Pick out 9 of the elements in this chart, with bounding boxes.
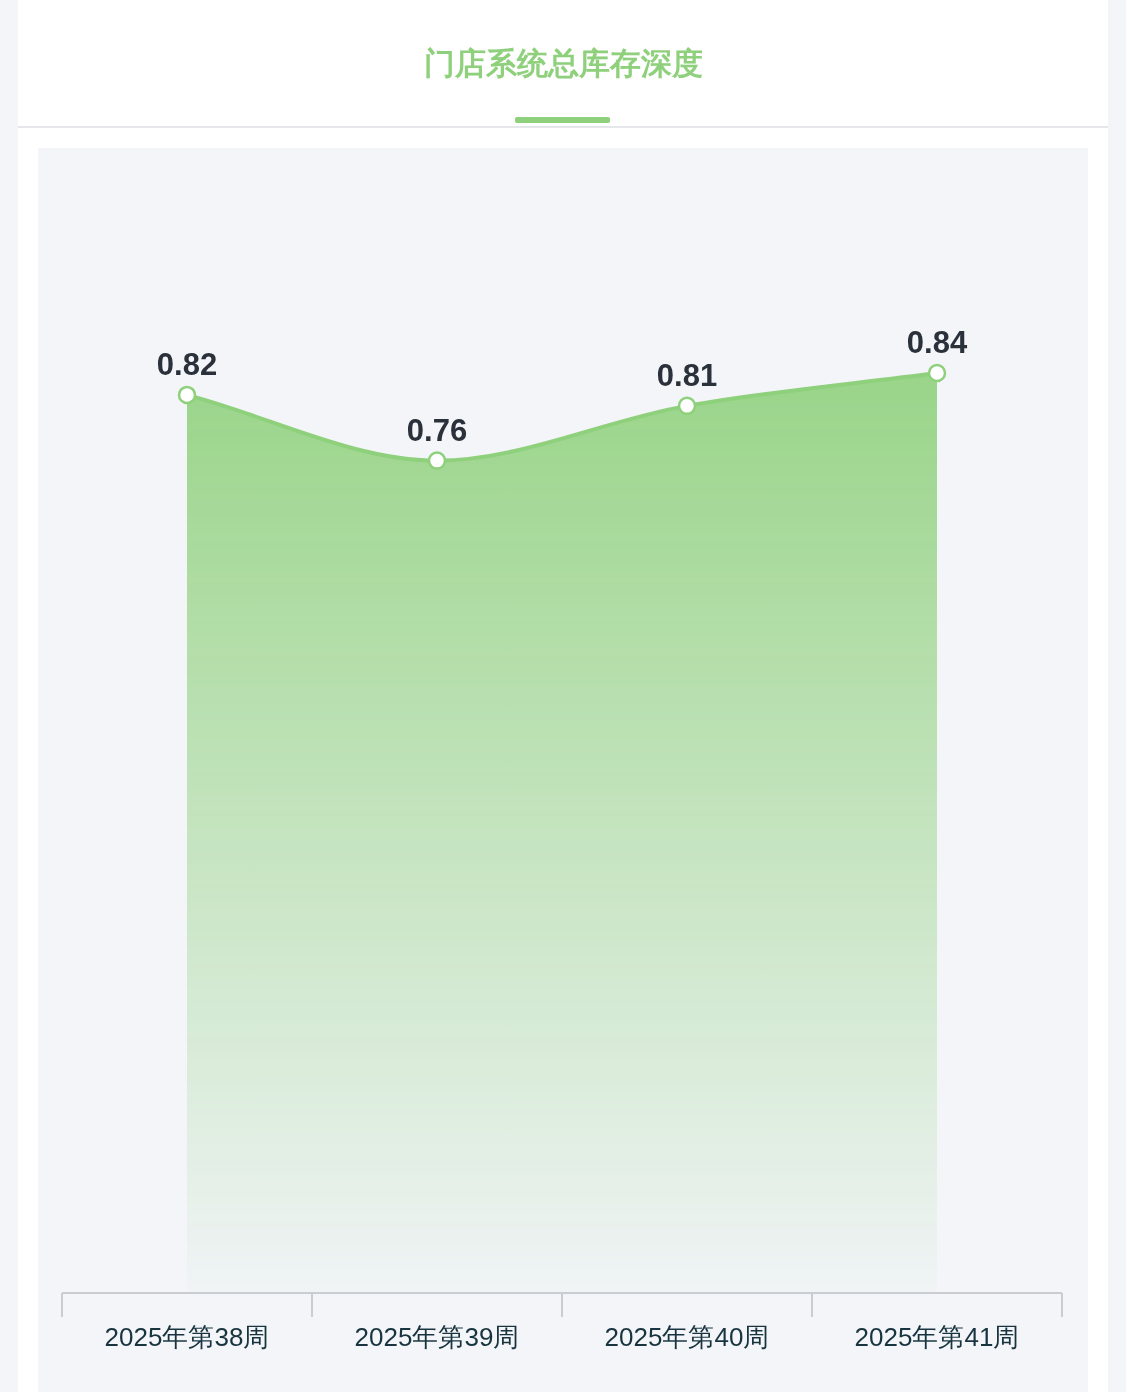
data-label: 0.82 bbox=[156, 346, 218, 382]
x-tick-label: 2025年第38周 bbox=[104, 1322, 270, 1352]
x-tick-label: 2025年第40周 bbox=[604, 1322, 770, 1352]
data-label: 0.84 bbox=[906, 325, 968, 360]
x-tick-label: 2025年第41周 bbox=[854, 1322, 1020, 1352]
data-label: 0.81 bbox=[656, 357, 718, 393]
title: 门店系统总库存深度 bbox=[423, 46, 703, 81]
data-label: 0.76 bbox=[406, 412, 468, 448]
x-tick-label: 2025年第39周 bbox=[354, 1322, 520, 1352]
